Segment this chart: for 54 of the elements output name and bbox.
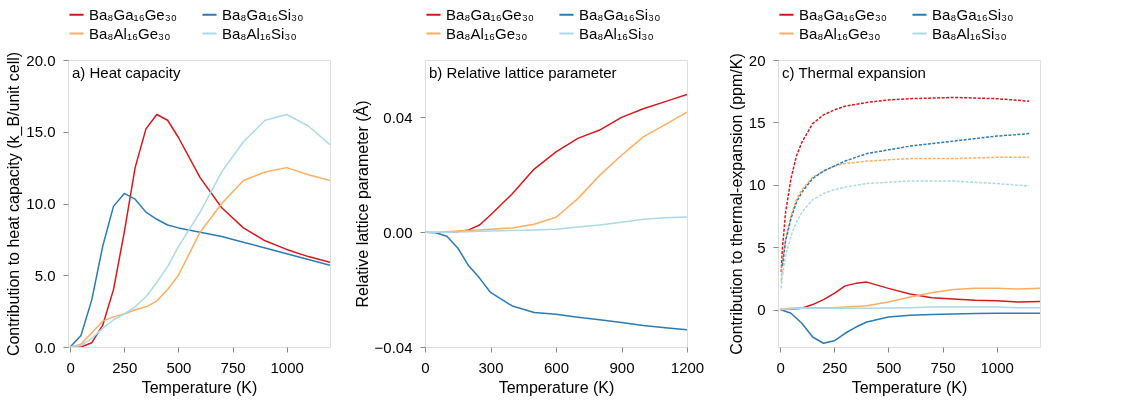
x-tick-label: 750 xyxy=(220,358,246,376)
y-tick-label: 0.0 xyxy=(34,338,56,356)
chart-title: a) Heat capacity xyxy=(72,64,181,81)
x-tick-label: 1200 xyxy=(670,358,705,376)
chart-title: c) Thermal expansion xyxy=(782,64,926,81)
x-tick-label: 500 xyxy=(166,358,192,376)
x-tick-label: 500 xyxy=(876,358,902,376)
y-tick-label: 15.0 xyxy=(26,123,56,141)
y-tick-label: 5 xyxy=(757,238,766,256)
legend-label: Ba₈Ga₁₆Si₃₀ xyxy=(932,5,1014,23)
legend-label: Ba₈Al₁₆Si₃₀ xyxy=(932,24,1007,42)
y-tick-label: 10 xyxy=(748,176,766,194)
y-tick-label: 15 xyxy=(748,113,766,131)
legend-label: Ba₈Ga₁₆Ge₃₀ xyxy=(89,5,178,23)
y-axis-title: Relative lattice parameter (Å) xyxy=(352,100,371,308)
y-axis-title: Contribution to thermal-expansion (ppm/K) xyxy=(727,53,745,355)
y-tick-label: 10.0 xyxy=(26,195,56,212)
line-series xyxy=(425,216,687,233)
x-tick-label: 0 xyxy=(421,358,430,376)
chart-title: b) Relative lattice parameter xyxy=(429,64,617,81)
legend-label: Ba₈Al₁₆Si₃₀ xyxy=(222,24,297,42)
x-axis-title: Temperature (K) xyxy=(851,378,968,396)
legend-label: Ba₈Ga₁₆Ge₃₀ xyxy=(799,5,888,23)
y-tick-label: 0 xyxy=(757,301,766,319)
x-tick-label: 250 xyxy=(112,358,138,376)
x-tick-label: 600 xyxy=(543,358,570,376)
x-tick-label: 0 xyxy=(66,358,75,376)
x-tick-label: 1000 xyxy=(980,358,1014,376)
y-tick-label: 5.0 xyxy=(34,266,56,284)
y-tick-label: 0.04 xyxy=(383,108,413,126)
y-tick-label: 20 xyxy=(748,51,766,69)
y-tick-label: 20.0 xyxy=(26,51,56,69)
legend-label: Ba₈Ga₁₆Si₃₀ xyxy=(579,5,661,23)
x-tick-label: 0 xyxy=(776,358,785,376)
legend-label: Ba₈Al₁₆Si₃₀ xyxy=(579,24,654,42)
legend-label: Ba₈Al₁₆Ge₃₀ xyxy=(446,24,528,42)
legend-label: Ba₈Al₁₆Ge₃₀ xyxy=(799,24,881,42)
x-tick-label: 750 xyxy=(930,358,956,376)
x-tick-label: 250 xyxy=(822,358,848,376)
line-series xyxy=(780,156,1030,282)
y-axis-title: Contribution to heat capacity (k_B/unit cell) xyxy=(5,51,24,357)
x-axis-title: Temperature (K) xyxy=(498,378,615,396)
legend-label: Ba₈Ga₁₆Ge₃₀ xyxy=(446,5,535,23)
x-tick-label: 300 xyxy=(478,358,504,376)
y-tick-label: −0.04 xyxy=(374,338,413,356)
x-axis-title: Temperature (K) xyxy=(141,378,258,396)
x-tick-label: 1000 xyxy=(270,358,304,376)
line-series xyxy=(781,132,1030,267)
line-series xyxy=(779,308,1040,345)
x-tick-label: 900 xyxy=(609,358,635,376)
y-tick-label: 0.00 xyxy=(383,223,413,241)
legend-label: Ba₈Ga₁₆Si₃₀ xyxy=(222,5,304,23)
legend-label: Ba₈Al₁₆Ge₃₀ xyxy=(89,24,171,42)
line-series xyxy=(780,180,1030,290)
